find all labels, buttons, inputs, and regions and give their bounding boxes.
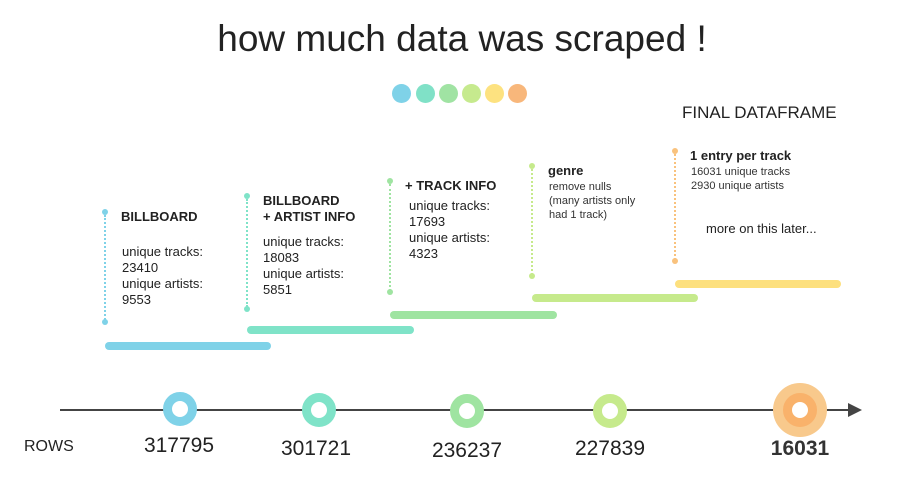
stage-5-note: more on this later... bbox=[706, 221, 817, 236]
stage-2-rows: 301721 bbox=[280, 437, 352, 460]
stage-2-connector bbox=[246, 199, 248, 307]
stage-2-bar bbox=[247, 326, 414, 334]
stage-5-bar bbox=[675, 280, 841, 288]
stage-3-bar bbox=[390, 311, 557, 319]
stage-1-bar bbox=[105, 342, 271, 350]
stage-4-connector bbox=[531, 169, 533, 275]
stage-4-heading: genre bbox=[548, 163, 584, 178]
stage-1-marker-top bbox=[102, 209, 108, 215]
stage-1-connector bbox=[104, 215, 106, 320]
stage-3-rows: 236237 bbox=[431, 439, 503, 462]
stage-1-ring bbox=[163, 392, 197, 426]
stage-1-details: unique tracks: 23410 unique artists: 955… bbox=[122, 244, 203, 307]
palette-dot-3 bbox=[439, 84, 458, 103]
stage-4-ring bbox=[593, 394, 627, 428]
stage-3-ring bbox=[450, 394, 484, 428]
stage-2-details: unique tracks: 18083 unique artists: 585… bbox=[263, 234, 344, 297]
stage-5-details: 16031 unique tracks 2930 unique artists bbox=[691, 166, 791, 192]
stage-2-ring bbox=[302, 393, 336, 427]
stage-4-details: remove nulls (many artists only had 1 tr… bbox=[549, 181, 636, 221]
timeline-arrow-icon bbox=[848, 403, 862, 417]
stage-3-details: unique tracks: 17693 unique artists: 432… bbox=[409, 198, 490, 261]
palette-dot-5 bbox=[485, 84, 504, 103]
rows-label: ROWS bbox=[24, 438, 74, 455]
stage-2-marker-bottom bbox=[244, 306, 250, 312]
palette-dot-4 bbox=[462, 84, 481, 103]
stage-4-rows: 227839 bbox=[574, 437, 646, 460]
stage-1-marker-bottom bbox=[102, 319, 108, 325]
stage-1-rows: 317795 bbox=[143, 434, 215, 457]
stage-5-rows: 16031 bbox=[770, 437, 830, 460]
stage-5-ring bbox=[783, 393, 817, 427]
stage-5-marker-top bbox=[672, 148, 678, 154]
stage-2-marker-top bbox=[244, 193, 250, 199]
page-title: how much data was scraped ! bbox=[217, 18, 707, 59]
stage-5-heading: 1 entry per track bbox=[690, 148, 792, 163]
stage-5-connector bbox=[674, 154, 676, 260]
palette-dot-2 bbox=[416, 84, 435, 103]
stage-3-connector bbox=[389, 184, 391, 291]
palette-dot-6 bbox=[508, 84, 527, 103]
stage-3-marker-bottom bbox=[387, 289, 393, 295]
stage-3-heading: + TRACK INFO bbox=[405, 178, 497, 193]
stage-1-heading: BILLBOARD bbox=[121, 209, 198, 224]
stage-5-marker-bottom bbox=[672, 258, 678, 264]
stage-4-marker-bottom bbox=[529, 273, 535, 279]
final-dataframe-heading: FINAL DATAFRAME bbox=[682, 103, 837, 122]
stage-4-bar bbox=[532, 294, 698, 302]
stage-4-marker-top bbox=[529, 163, 535, 169]
palette-dot-1 bbox=[392, 84, 411, 103]
stage-2-heading: BILLBOARD + ARTIST INFO bbox=[263, 193, 356, 224]
stage-3-marker-top bbox=[387, 178, 393, 184]
